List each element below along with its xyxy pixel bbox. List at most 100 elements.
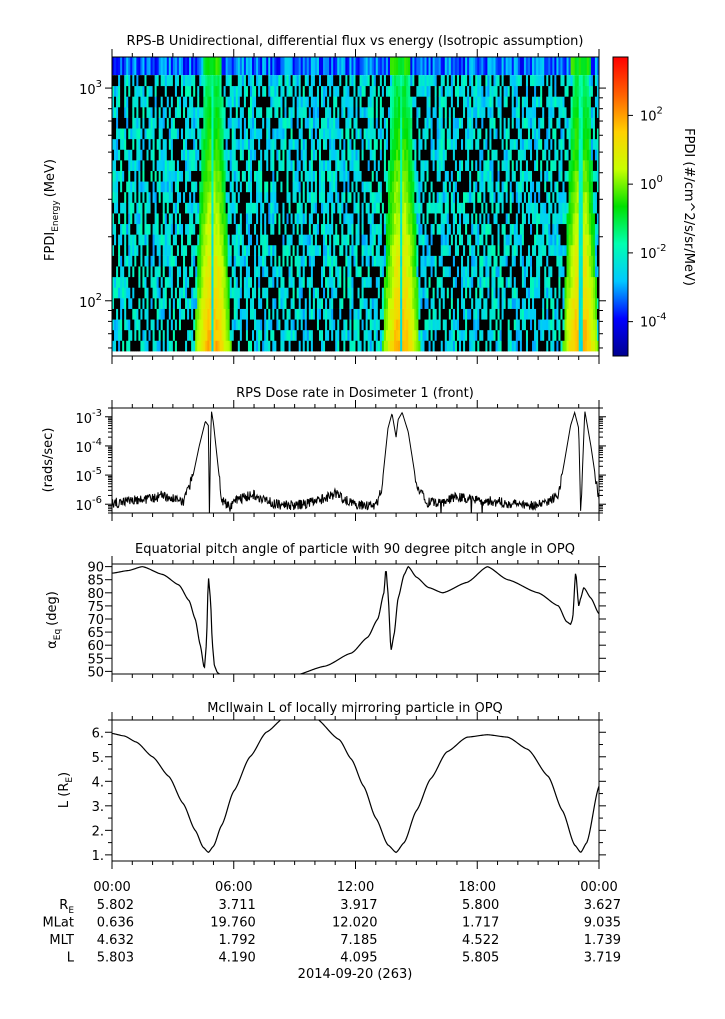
spectrogram-cell xyxy=(373,181,377,193)
spectrogram-cell xyxy=(294,244,298,256)
spectrogram-cell xyxy=(243,340,247,352)
spectrogram-cell xyxy=(126,244,129,256)
spectrogram-cell xyxy=(448,308,452,320)
spectrogram-cell xyxy=(197,85,200,97)
spectrogram-cell xyxy=(400,308,403,320)
spectrogram-cell xyxy=(314,244,318,256)
spectrogram-cell xyxy=(300,308,304,320)
spectrogram-cell xyxy=(316,149,320,161)
spectrogram-cell xyxy=(199,276,202,288)
spectrogram-cell xyxy=(154,107,158,118)
spectrogram-cell xyxy=(371,96,375,108)
spectrogram-cell xyxy=(349,298,352,309)
spectrogram-cell xyxy=(148,223,151,235)
spectrogram-cell xyxy=(270,244,273,256)
spectrogram-cell xyxy=(124,223,127,235)
spectrogram-cell xyxy=(481,266,484,278)
spectrogram-cell xyxy=(256,138,259,150)
spectrogram-cell xyxy=(268,160,271,171)
spectrogram-cell xyxy=(213,287,216,299)
spectrogram-cell xyxy=(286,340,289,352)
spectrogram-cell xyxy=(359,308,362,320)
spectrogram-cell xyxy=(454,255,458,267)
spectrogram-cell xyxy=(144,255,147,267)
spectrogram-cell xyxy=(296,287,300,299)
spectrogram-cell xyxy=(367,160,371,171)
spectrogram-cell xyxy=(268,276,271,288)
spectrogram-cell xyxy=(481,75,484,87)
spectrogram-cell xyxy=(473,223,476,235)
spectrogram-cell xyxy=(280,138,283,150)
spectrogram-cell xyxy=(217,117,220,129)
spectrogram-cell xyxy=(304,96,308,108)
spectrogram-cell xyxy=(446,170,450,182)
spectrogram-cell xyxy=(304,234,308,246)
spectrogram-cell xyxy=(477,202,480,214)
spectrogram-cell xyxy=(323,340,326,352)
spectrogram-cell xyxy=(256,117,259,129)
spectrogram-cell xyxy=(337,287,340,299)
spectrogram-cell xyxy=(130,138,133,150)
spectrogram-cell xyxy=(461,287,464,299)
spectrogram-cell xyxy=(296,234,300,246)
spectrogram-cell xyxy=(414,170,417,182)
spectrogram-cell xyxy=(211,308,214,320)
spectrogram-cell xyxy=(442,107,446,118)
spectrogram-cell xyxy=(481,107,484,118)
spectrogram-cell xyxy=(268,329,271,341)
spectrogram-cell xyxy=(440,191,444,203)
spectrogram-cell xyxy=(130,107,133,118)
spectrogram-cell xyxy=(422,308,425,320)
spectrogram-cell xyxy=(412,266,415,278)
spectrogram-cell xyxy=(302,319,306,331)
spectrogram-cell xyxy=(219,266,222,278)
spectrogram-cell xyxy=(290,149,293,161)
spectrogram-cell xyxy=(446,191,450,203)
spectrogram-cell xyxy=(404,149,407,161)
spectrogram-cell xyxy=(396,213,399,225)
spectrogram-cell xyxy=(361,319,365,331)
spectrogram-cell xyxy=(327,191,330,203)
spectrogram-cell xyxy=(323,266,326,278)
spectrogram-cell xyxy=(174,160,178,171)
spectrogram-cell xyxy=(473,128,476,140)
spectrogram-cell xyxy=(276,96,279,108)
spectrogram-cell xyxy=(373,223,377,235)
spectrogram-cell xyxy=(203,128,206,140)
spectrogram-cell xyxy=(249,181,253,193)
spectrogram-cell xyxy=(416,266,419,278)
spectrogram-cell xyxy=(404,213,407,225)
spectrogram-cell xyxy=(282,107,285,118)
spectrogram-cell xyxy=(387,57,391,76)
spectrogram-cell xyxy=(144,191,147,203)
spectrogram-cell xyxy=(249,149,253,161)
spectrogram-cell xyxy=(241,170,245,182)
spectrogram-cell xyxy=(183,202,186,214)
spectrogram-cell xyxy=(154,244,158,256)
spectrogram-cell xyxy=(166,181,170,193)
spectrogram-cell xyxy=(203,96,206,108)
spectrogram-cell xyxy=(450,96,454,108)
spectrogram-cell xyxy=(367,287,371,299)
spectrogram-cell xyxy=(112,117,115,129)
spectrogram-cell xyxy=(481,128,484,140)
spectrogram-cell xyxy=(483,202,486,214)
spectrogram-cell xyxy=(243,191,247,203)
spectrogram-cell xyxy=(183,57,186,76)
spectrogram-cell xyxy=(219,276,222,288)
spectrogram-cell xyxy=(221,128,225,140)
spectrogram-cell xyxy=(381,340,385,352)
spectrogram-cell xyxy=(444,181,448,193)
spectrogram-cell xyxy=(357,160,360,171)
spectrogram-cell xyxy=(325,160,328,171)
spectrogram-cell xyxy=(418,85,421,97)
spectrogram-cell xyxy=(343,308,346,320)
spectrogram-cell xyxy=(235,276,239,288)
spectrogram-cell xyxy=(335,75,338,87)
spectrogram-cell xyxy=(225,234,229,246)
spectrogram-cell xyxy=(132,319,135,331)
spectrogram-cell xyxy=(308,298,312,309)
spectrogram-cell xyxy=(353,234,356,246)
spectrogram-cell xyxy=(282,181,285,193)
spectrogram-cell xyxy=(465,191,468,203)
